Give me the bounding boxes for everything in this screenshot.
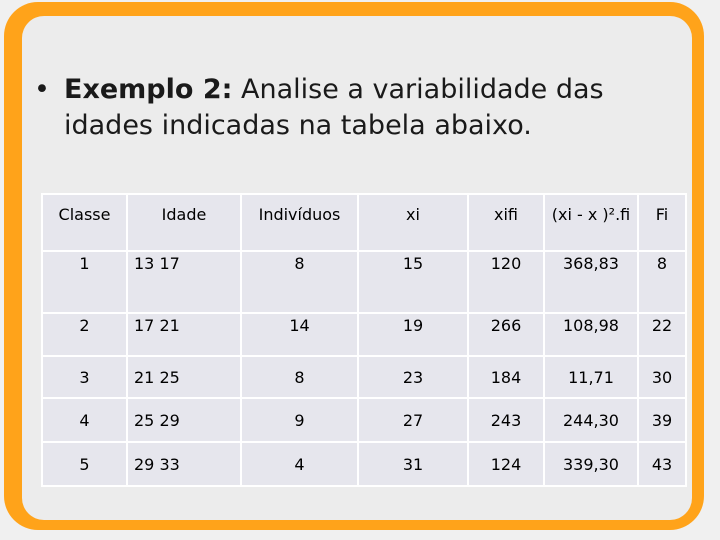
- header-xifi: xifi: [467, 193, 545, 252]
- cell-classe: 2: [41, 312, 128, 357]
- cell-xifi: 120: [467, 250, 545, 314]
- header-individuos: Indivíduos: [240, 193, 359, 252]
- header-deviation: (xi - x )².fi: [543, 193, 639, 252]
- cell-xifi: 266: [467, 312, 545, 357]
- cell-deviation: 108,98: [543, 312, 639, 357]
- cell-xi: 23: [357, 355, 469, 399]
- bullet-dot: •: [34, 74, 50, 105]
- cell-fi: 22: [637, 312, 687, 357]
- frequency-table: Classe Idade Indivíduos xi xifi (xi - x …: [41, 193, 687, 487]
- table-row: 3 21 25 8 23 184 11,71 30: [41, 355, 687, 399]
- header-classe: Classe: [41, 193, 128, 252]
- cell-deviation: 339,30: [543, 441, 639, 487]
- cell-idade: 25 29: [126, 397, 242, 443]
- cell-fi: 8: [637, 250, 687, 314]
- cell-classe: 1: [41, 250, 128, 314]
- cell-xi: 19: [357, 312, 469, 357]
- example-label: Exemplo 2:: [64, 74, 233, 105]
- bullet-text: Exemplo 2: Analise a variabilidade das i…: [64, 72, 674, 144]
- table-row: 2 17 21 14 19 266 108,98 22: [41, 312, 687, 357]
- cell-xi: 31: [357, 441, 469, 487]
- cell-xifi: 243: [467, 397, 545, 443]
- header-fi: Fi: [637, 193, 687, 252]
- cell-idade: 21 25: [126, 355, 242, 399]
- table-row: 1 13 17 8 15 120 368,83 8: [41, 250, 687, 314]
- header-idade: Idade: [126, 193, 242, 252]
- cell-fi: 39: [637, 397, 687, 443]
- cell-individuos: 8: [240, 250, 359, 314]
- cell-individuos: 4: [240, 441, 359, 487]
- table-row: 5 29 33 4 31 124 339,30 43: [41, 441, 687, 487]
- cell-idade: 17 21: [126, 312, 242, 357]
- cell-classe: 4: [41, 397, 128, 443]
- cell-fi: 43: [637, 441, 687, 487]
- cell-individuos: 14: [240, 312, 359, 357]
- cell-fi: 30: [637, 355, 687, 399]
- cell-idade: 13 17: [126, 250, 242, 314]
- cell-xifi: 124: [467, 441, 545, 487]
- cell-individuos: 9: [240, 397, 359, 443]
- table-row: 4 25 29 9 27 243 244,30 39: [41, 397, 687, 443]
- cell-classe: 3: [41, 355, 128, 399]
- cell-xi: 15: [357, 250, 469, 314]
- cell-deviation: 368,83: [543, 250, 639, 314]
- table-header-row: Classe Idade Indivíduos xi xifi (xi - x …: [41, 193, 687, 252]
- cell-xifi: 184: [467, 355, 545, 399]
- cell-idade: 29 33: [126, 441, 242, 487]
- cell-deviation: 11,71: [543, 355, 639, 399]
- example-description: Analise a variabilidade das idades indic…: [64, 74, 604, 141]
- cell-individuos: 8: [240, 355, 359, 399]
- cell-classe: 5: [41, 441, 128, 487]
- cell-xi: 27: [357, 397, 469, 443]
- header-xi: xi: [357, 193, 469, 252]
- cell-deviation: 244,30: [543, 397, 639, 443]
